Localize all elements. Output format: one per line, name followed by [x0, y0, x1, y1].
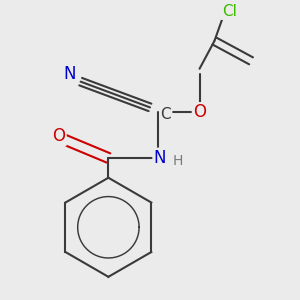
Text: Cl: Cl: [222, 4, 237, 19]
Text: N: N: [64, 65, 76, 83]
Text: N: N: [154, 149, 166, 167]
Text: H: H: [172, 154, 183, 168]
Text: O: O: [52, 127, 65, 145]
Text: C: C: [160, 107, 171, 122]
Text: O: O: [193, 103, 206, 122]
